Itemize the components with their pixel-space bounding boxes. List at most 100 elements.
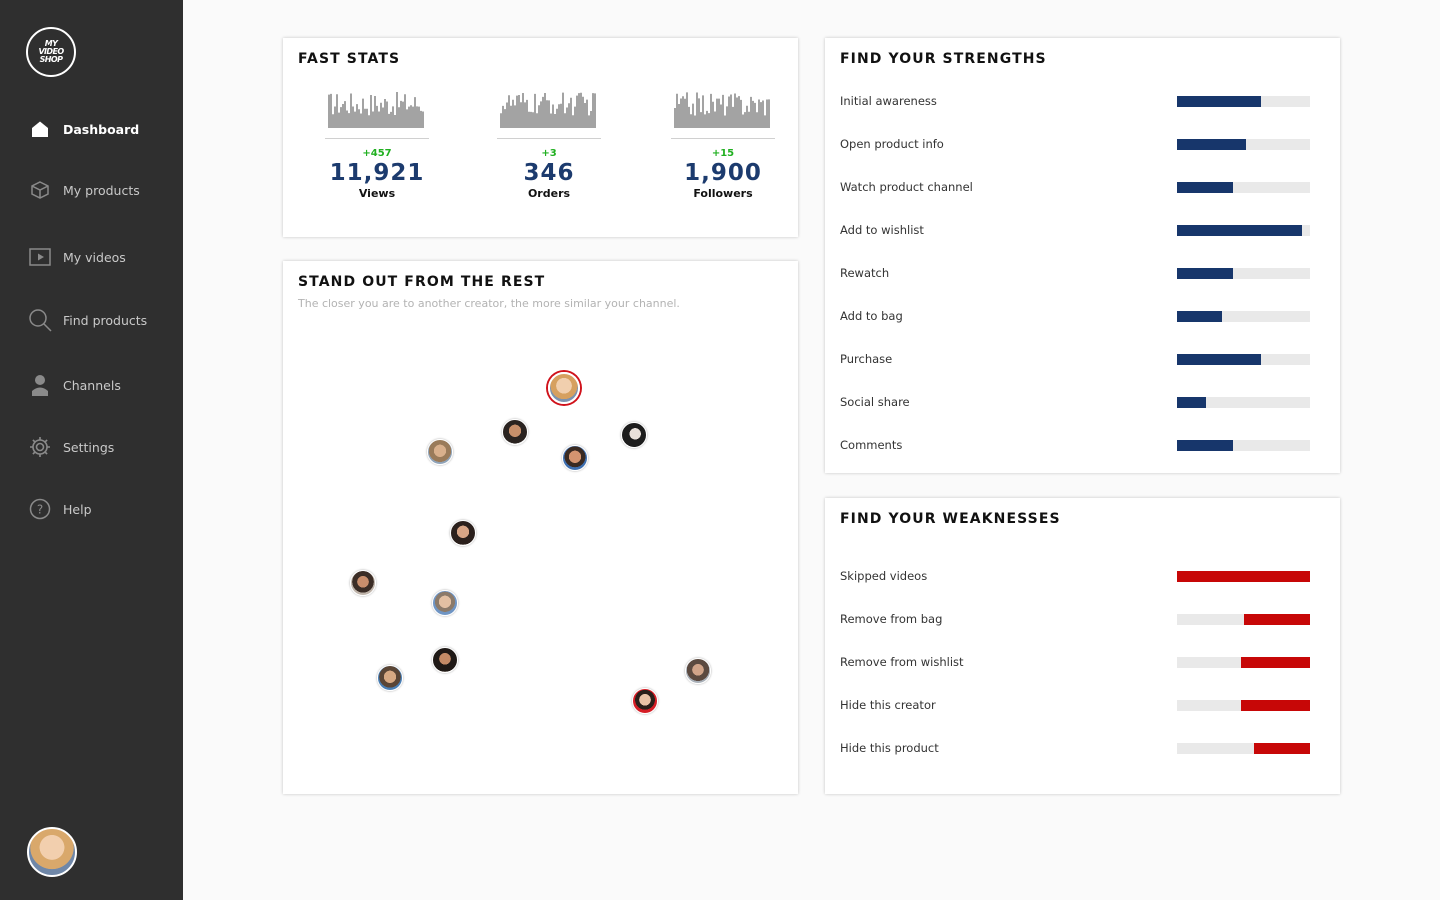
strength-row: Add to bag: [840, 309, 1310, 323]
brand-line-3: SHOP: [39, 55, 63, 64]
metric-bar-fill: [1177, 440, 1233, 451]
creator-avatar[interactable]: [632, 688, 658, 714]
metric-bar-fill: [1243, 614, 1310, 625]
creator-avatar[interactable]: [432, 590, 458, 616]
svg-text:?: ?: [37, 503, 43, 517]
nav-label: Help: [63, 501, 92, 517]
stat-views: +457 11,921 Views: [322, 90, 432, 200]
creator-avatar[interactable]: [502, 419, 528, 445]
creator-avatar[interactable]: [432, 647, 458, 673]
metric-bar-fill: [1177, 397, 1207, 408]
nav-label: Settings: [63, 439, 115, 455]
metric-label: Skipped videos: [840, 569, 928, 583]
strength-row: Initial awareness: [840, 94, 1310, 108]
strength-row: Watch product channel: [840, 180, 1310, 194]
brand-logo[interactable]: MY VIDEO SHOP: [26, 27, 76, 77]
metric-bar-track: [1177, 354, 1310, 365]
strength-row: Rewatch: [840, 266, 1310, 280]
metric-bar-fill: [1177, 354, 1261, 365]
metric-label: Watch product channel: [840, 180, 973, 194]
metric-bar-track: [1177, 700, 1310, 711]
creator-avatar[interactable]: [377, 665, 403, 691]
stat-divider: [497, 138, 601, 139]
metric-bar-fill: [1177, 571, 1310, 582]
nav-label: My videos: [63, 249, 126, 265]
metric-bar-fill: [1177, 96, 1261, 107]
creator-avatar[interactable]: [685, 658, 711, 684]
metric-label: Hide this product: [840, 741, 939, 755]
weaknesses-card: FIND YOUR WEAKNESSES Skipped videos Remov…: [825, 498, 1340, 794]
metric-label: Add to wishlist: [840, 223, 924, 237]
gear-icon: [28, 435, 52, 459]
metric-bar-fill: [1177, 182, 1233, 193]
metric-bar-track: [1177, 225, 1310, 236]
nav-label: Channels: [63, 377, 121, 393]
nav-item-channels[interactable]: Channels: [28, 373, 121, 397]
weaknesses-title: FIND YOUR WEAKNESSES: [840, 511, 1061, 527]
brand-line-1: MY: [44, 39, 58, 48]
metric-bar-track: [1177, 182, 1310, 193]
weakness-row: Hide this creator: [840, 698, 1310, 712]
metric-bar-fill: [1177, 225, 1303, 236]
metric-bar-fill: [1254, 743, 1310, 754]
metric-label: Purchase: [840, 352, 893, 366]
strengths-card: FIND YOUR STRENGTHS Initial awareness Ope…: [825, 38, 1340, 473]
metric-bar-fill: [1177, 268, 1233, 279]
nav-item-help[interactable]: ? Help: [28, 497, 92, 521]
creator-avatar[interactable]: [450, 520, 476, 546]
creator-avatar-me[interactable]: [548, 372, 580, 404]
stat-value: 346: [523, 160, 575, 186]
stat-divider: [671, 138, 775, 139]
metric-bar-fill: [1240, 700, 1310, 711]
metric-label: Initial awareness: [840, 94, 937, 108]
stat-delta: +3: [541, 148, 557, 159]
nav-item-find-products[interactable]: Find products: [28, 308, 147, 332]
metric-bar-track: [1177, 743, 1310, 754]
box-icon: [28, 178, 52, 202]
nav-label: Find products: [63, 312, 148, 328]
weakness-row: Remove from bag: [840, 612, 1310, 626]
strength-row: Open product info: [840, 137, 1310, 151]
video-icon: [28, 245, 52, 269]
metric-bar-track: [1177, 139, 1310, 150]
creator-avatar[interactable]: [562, 445, 588, 471]
stand-out-subtitle: The closer you are to another creator, t…: [298, 297, 680, 310]
nav-item-settings[interactable]: Settings: [28, 435, 114, 459]
metric-label: Hide this creator: [840, 698, 936, 712]
weakness-row: Hide this product: [840, 741, 1310, 755]
weakness-row: Skipped videos: [840, 569, 1310, 583]
stat-followers: +15 1,900 Followers: [668, 90, 778, 200]
views-sparkline: [328, 92, 424, 128]
metric-label: Rewatch: [840, 266, 890, 280]
nav-label: My products: [63, 182, 140, 198]
orders-sparkline: [500, 92, 596, 128]
metric-bar-track: [1177, 397, 1310, 408]
metric-bar-track: [1177, 268, 1310, 279]
creator-avatar[interactable]: [621, 422, 647, 448]
metric-bar-track: [1177, 96, 1310, 107]
strength-row: Purchase: [840, 352, 1310, 366]
brand-line-2: VIDEO: [38, 47, 64, 56]
stat-label: Views: [358, 187, 396, 200]
metric-label: Remove from wishlist: [840, 655, 964, 669]
metric-bar-track: [1177, 657, 1310, 668]
metric-label: Social share: [840, 395, 910, 409]
metric-bar-fill: [1177, 139, 1247, 150]
strength-row: Comments: [840, 438, 1310, 452]
strengths-title: FIND YOUR STRENGTHS: [840, 51, 1047, 67]
nav-item-my-videos[interactable]: My videos: [28, 245, 126, 269]
stat-value: 11,921: [329, 160, 425, 186]
user-icon: [28, 373, 52, 397]
nav-item-my-products[interactable]: My products: [28, 178, 140, 202]
metric-bar-fill: [1240, 657, 1310, 668]
search-icon: [28, 308, 52, 332]
fast-stats-title: FAST STATS: [298, 51, 401, 67]
stat-label: Orders: [527, 187, 571, 200]
metric-bar-track: [1177, 571, 1310, 582]
creator-avatar[interactable]: [350, 570, 376, 596]
user-avatar[interactable]: [27, 827, 77, 877]
metric-bar-track: [1177, 614, 1310, 625]
nav-item-dashboard[interactable]: Dashboard: [28, 117, 139, 141]
creator-avatar[interactable]: [427, 439, 453, 465]
stat-delta: +457: [362, 148, 392, 159]
